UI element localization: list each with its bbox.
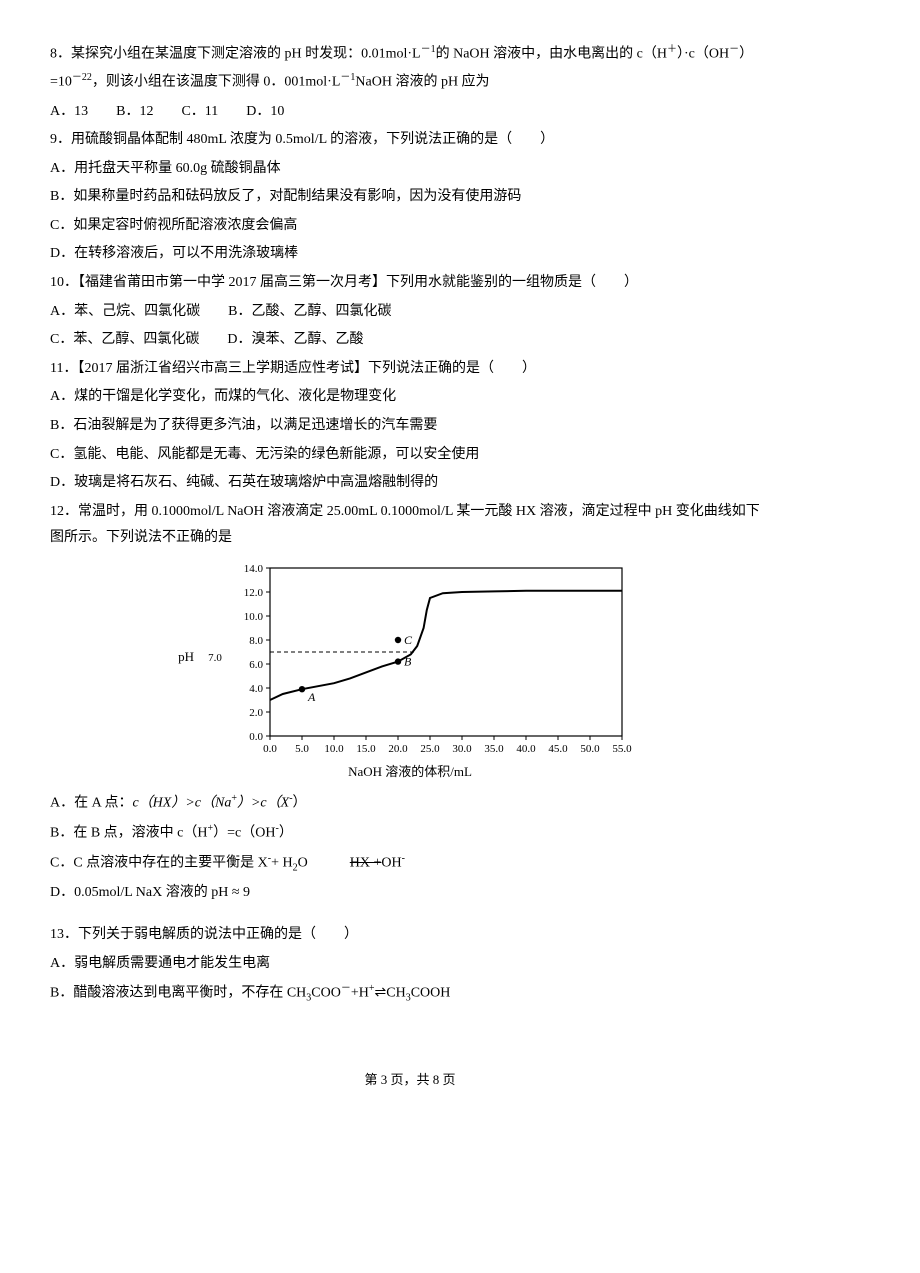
q8-options: A．13 B．12 C．11 D．10 xyxy=(50,99,770,126)
q8-stem-c: ）·c（OH xyxy=(677,47,729,62)
q13b-coo: COO xyxy=(311,986,341,1001)
q13b-end: COOH xyxy=(411,986,451,1001)
svg-text:5.0: 5.0 xyxy=(295,743,309,755)
svg-text:20.0: 20.0 xyxy=(388,743,408,755)
q12-opt-d: D．0.05mol/L NaX 溶液的 pH ≈ 9 xyxy=(50,880,770,907)
q12a-c3: ） xyxy=(293,795,307,810)
q12b-end: ） xyxy=(279,826,293,841)
q12c-o: O xyxy=(298,856,350,871)
titration-chart: pH7.0 14.012.010.08.06.04.02.00.00.05.01… xyxy=(50,558,770,785)
svg-text:6.0: 6.0 xyxy=(249,659,263,671)
q12a-pre: A．在 A 点： xyxy=(50,795,132,810)
q12b-pre: B．在 B 点，溶液中 c（H xyxy=(50,826,208,841)
q12a-c1: c（HX）>c（Na xyxy=(132,795,231,810)
q8-stem-f: NaOH 溶液的 pH 应为 xyxy=(355,75,489,90)
q10-line2: C．苯、乙醇、四氯化碳 D．溴苯、乙醇、乙酸 xyxy=(50,327,770,354)
q13b-plus: +H xyxy=(351,986,369,1001)
q8-stem-e: ，则该小组在该温度下测得 0．001mol·L xyxy=(92,75,341,90)
q13-opt-b: B．醋酸溶液达到电离平衡时，不存在 CH3COO－+H+⇌CH3COOH xyxy=(50,979,770,1007)
q12a-c2: ）>c（X xyxy=(237,795,289,810)
q12c-oh: OH xyxy=(381,856,401,871)
q9-opt-c: C．如果定容时俯视所配溶液浓度会偏高 xyxy=(50,213,770,240)
svg-text:15.0: 15.0 xyxy=(356,743,376,755)
svg-text:12.0: 12.0 xyxy=(244,587,264,599)
svg-text:8.0: 8.0 xyxy=(249,635,263,647)
svg-text:40.0: 40.0 xyxy=(516,743,536,755)
question-13: 13．下列关于弱电解质的说法中正确的是（ ） xyxy=(50,922,770,949)
q12c-mid: + H xyxy=(271,856,293,871)
q12c-strike: HX + xyxy=(350,856,382,871)
q8-sup1: －1 xyxy=(421,44,436,55)
q9-opt-d: D．在转移溶液后，可以不用洗涤玻璃棒 xyxy=(50,241,770,268)
ph-seven: 7.0 xyxy=(208,652,222,664)
chart-svg: 14.0 12.0 10.0 8.0 6.0 4.0 2.0 0.00.0 5.0 10.0 15.… xyxy=(222,558,642,758)
q12-opt-a: A．在 A 点：c（HX）>c（Na+）>c（X-） xyxy=(50,789,770,817)
page-footer: 第 3 页，共 8 页 xyxy=(50,1068,770,1093)
svg-text:A: A xyxy=(307,690,316,704)
q12-opt-c: C．C 点溶液中存在的主要平衡是 X-+ H2O HX +OH- xyxy=(50,849,770,877)
svg-text:35.0: 35.0 xyxy=(484,743,504,755)
x-axis-label: NaOH 溶液的体积/mL xyxy=(348,760,472,785)
svg-text:0.0: 0.0 xyxy=(263,743,277,755)
q12c-pre: C．C 点溶液中存在的主要平衡是 X xyxy=(50,856,268,871)
svg-text:45.0: 45.0 xyxy=(548,743,568,755)
svg-text:10.0: 10.0 xyxy=(324,743,344,755)
q8-stem-a: 8．某探究小组在某温度下测定溶液的 pH 时发现：0.01mol·L xyxy=(50,47,421,62)
question-11: 11．【2017 届浙江省绍兴市高三上学期适应性考试】下列说法正确的是（ ） xyxy=(50,356,770,383)
q11-opt-a: A．煤的干馏是化学变化，而煤的气化、液化是物理变化 xyxy=(50,384,770,411)
svg-text:30.0: 30.0 xyxy=(452,743,472,755)
svg-text:2.0: 2.0 xyxy=(249,707,263,719)
q9-opt-a: A．用托盘天平称量 60.0g 硫酸铜晶体 xyxy=(50,156,770,183)
ph-label-text: pH xyxy=(178,649,194,664)
q12b-mid: ）=c（OH xyxy=(213,826,275,841)
q13b-arrow: ⇌ xyxy=(375,986,387,1001)
question-8: 8．某探究小组在某温度下测定溶液的 pH 时发现：0.01mol·L－1的 Na… xyxy=(50,40,770,97)
svg-text:B: B xyxy=(404,655,412,669)
svg-text:0.0: 0.0 xyxy=(249,731,263,743)
q13-opt-a: A．弱电解质需要通电才能发生电离 xyxy=(50,951,770,978)
svg-text:50.0: 50.0 xyxy=(580,743,600,755)
q8-sup2: ＋ xyxy=(667,44,677,55)
question-12: 12．常温时，用 0.1000mol/L NaOH 溶液滴定 25.00mL 0… xyxy=(50,499,770,552)
question-9: 9．用硫酸铜晶体配制 480mL 浓度为 0.5mol/L 的溶液，下列说法正确… xyxy=(50,127,770,154)
q9-opt-b: B．如果称量时药品和砝码放反了，对配制结果没有影响，因为没有使用游码 xyxy=(50,184,770,211)
ph-axis-label: pH 7.0 xyxy=(178,645,222,672)
svg-text:25.0: 25.0 xyxy=(420,743,440,755)
q11-opt-c: C．氢能、电能、风能都是无毒、无污染的绿色新能源，可以安全使用 xyxy=(50,442,770,469)
svg-text:10.0: 10.0 xyxy=(244,611,264,623)
svg-text:55.0: 55.0 xyxy=(612,743,632,755)
q13b-pre: B．醋酸溶液达到电离平衡时，不存在 CH xyxy=(50,986,306,1001)
q10-line1: A．苯、己烷、四氯化碳 B．乙酸、乙醇、四氯化碳 xyxy=(50,299,770,326)
q13b-sup1: － xyxy=(341,983,351,994)
q12-opt-b: B．在 B 点，溶液中 c（H+）=c（OH-） xyxy=(50,819,770,847)
q12c-sup2: - xyxy=(402,853,405,864)
q8-stem-b: 的 NaOH 溶液中，由水电离出的 c（H xyxy=(436,47,667,62)
q8-sup3: － xyxy=(729,44,739,55)
q8-sup4: －22 xyxy=(72,72,92,83)
q11-opt-d: D．玻璃是将石灰石、纯碱、石英在玻璃熔炉中高温熔融制得的 xyxy=(50,470,770,497)
svg-text:C: C xyxy=(404,633,413,647)
svg-text:14.0: 14.0 xyxy=(244,563,264,575)
question-10: 10．【福建省莆田市第一中学 2017 届高三第一次月考】下列用水就能鉴别的一组… xyxy=(50,270,770,297)
q11-opt-b: B．石油裂解是为了获得更多汽油，以满足迅速增长的汽车需要 xyxy=(50,413,770,440)
svg-text:4.0: 4.0 xyxy=(249,683,263,695)
q8-sup5: －1 xyxy=(340,72,355,83)
q13b-ch2: CH xyxy=(386,986,405,1001)
